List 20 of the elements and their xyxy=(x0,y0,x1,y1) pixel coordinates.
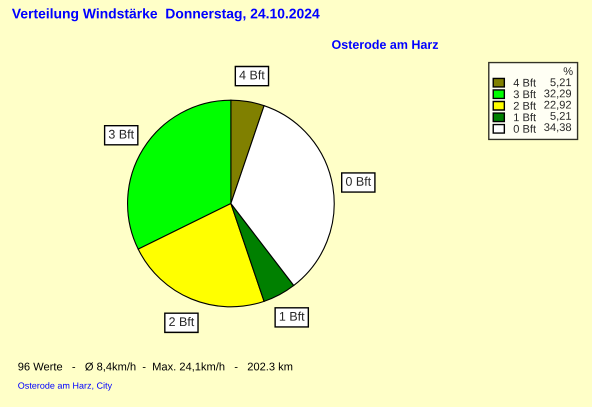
slice-label: 3 Bft xyxy=(108,129,134,139)
data-label: 22,92 xyxy=(544,100,572,110)
legend-label: 1 Bft xyxy=(514,113,536,122)
text: 96 Werte - Ø 8,4km/h - Max. 24,1km/h - 202.3 km xyxy=(18,362,292,372)
data-label: 5,21 xyxy=(550,112,572,122)
slice-label: 4 Bft xyxy=(239,70,265,80)
chart-title: Verteilung Windstärke Donnerstag, 24.10.2024 xyxy=(12,8,320,22)
chart-subtitle: Osterode am Harz xyxy=(332,40,438,49)
slice-label: 1 Bft xyxy=(280,312,304,321)
legend-label: 4 Bft xyxy=(513,78,536,87)
legend-title: % xyxy=(564,67,573,76)
slice-label: 2 Bft xyxy=(169,316,194,326)
data-label: 34,38 xyxy=(544,123,572,132)
legend-label: 0 Bft xyxy=(514,124,536,133)
data-label: 5,21 xyxy=(550,78,572,88)
slice-label: 0 Bft xyxy=(346,176,372,186)
data-label: 32,29 xyxy=(544,90,572,99)
legend-label: 3 Bft xyxy=(514,90,536,98)
legend-label: 2 Bft xyxy=(514,102,536,110)
text: Osterode am Harz, City xyxy=(18,382,112,391)
